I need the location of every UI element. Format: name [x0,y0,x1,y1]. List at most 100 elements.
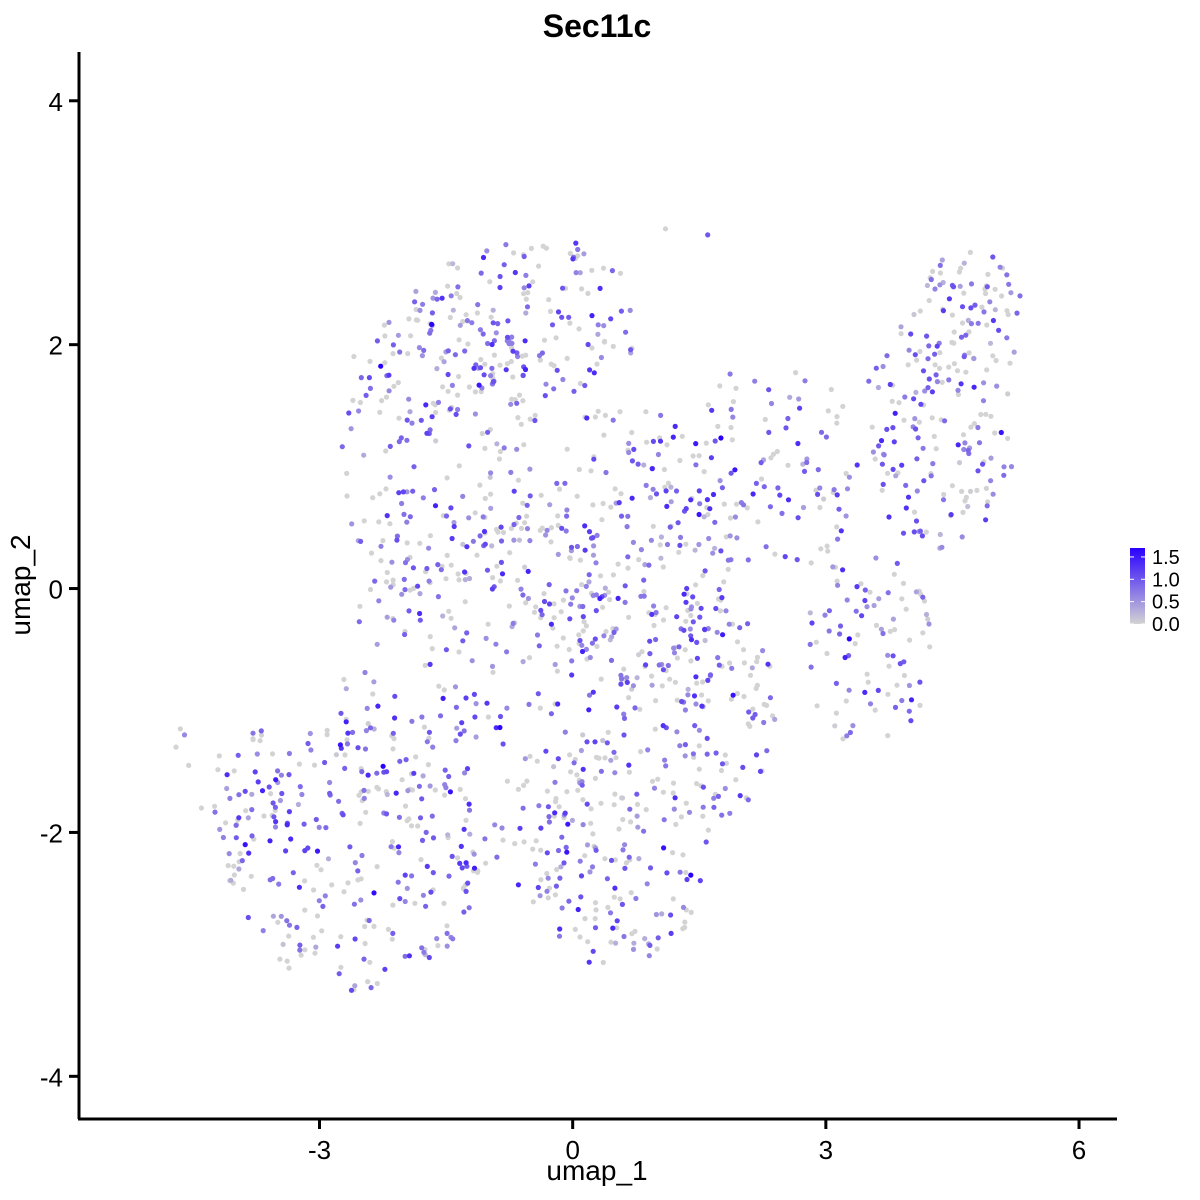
cell-point [498,524,504,530]
cell-point [705,677,711,684]
cell-point [834,492,840,498]
cell-point [696,511,702,518]
cell-point [520,805,526,811]
cell-point [898,324,904,330]
cell-point [930,268,936,274]
cell-point [276,881,282,887]
cell-point [259,788,266,794]
cell-point [424,430,430,436]
cell-point [903,606,909,612]
cell-point [926,297,932,304]
cell-point [696,453,702,459]
cell-point [1011,349,1017,355]
cell-point [647,495,654,501]
cell-point [337,742,343,748]
cell-point [493,330,499,336]
cell-point [564,849,570,855]
cell-point [623,329,629,335]
cell-point [358,897,364,903]
cell-point [277,797,283,804]
cell-point [850,723,856,729]
cell-point [548,539,554,545]
cell-point [419,796,425,802]
cell-point [381,322,387,328]
cell-point [914,456,920,462]
cell-point [592,414,599,420]
cell-point [573,240,579,246]
cell-point [617,270,624,276]
cell-point [362,940,368,947]
cell-point [914,357,920,363]
cell-point [407,514,413,520]
cell-point [466,807,473,813]
cell-point [680,852,686,858]
cell-point [367,959,373,965]
cell-point [838,528,844,534]
cell-point [471,851,477,857]
cell-point [668,930,674,937]
cell-point [623,860,630,866]
cell-point [730,399,737,405]
cell-point [503,367,509,373]
cell-point [358,375,364,381]
cell-point [965,447,971,453]
cell-point [692,547,698,553]
cell-point [971,355,977,362]
cell-point [555,309,562,315]
cell-point [497,578,503,584]
cell-point [584,801,590,807]
cell-point [694,655,701,661]
cell-point [595,408,601,414]
cell-point [764,748,770,754]
cell-point [903,482,909,488]
cell-point [636,652,642,658]
cell-point [649,466,655,472]
cell-point [672,423,678,429]
cell-point [335,943,341,949]
cell-point [500,837,506,843]
cell-point [642,562,648,568]
cell-point [231,768,237,774]
cell-point [937,531,943,538]
cell-point [690,453,696,459]
cell-point [968,321,975,327]
cell-point [843,470,849,477]
cell-point [643,409,649,415]
cell-point [546,819,553,825]
cell-point [483,635,489,642]
cell-point [357,820,363,827]
cell-point [600,959,606,966]
cell-point [402,898,408,905]
cell-point [449,853,455,860]
cell-point [521,839,527,845]
cell-point [586,572,592,578]
cell-point [552,661,558,668]
cell-point [940,308,947,314]
cell-point [473,701,479,707]
cell-point [632,928,638,935]
cell-point [730,414,736,420]
cell-point [472,714,478,720]
cell-point [956,269,963,275]
cell-point [612,885,618,891]
cell-point [297,942,303,948]
cell-point [589,345,595,351]
cell-point [362,923,368,930]
cell-point [389,839,395,845]
cell-point [295,801,301,808]
cell-point [395,844,402,850]
cell-point [407,587,413,593]
cell-point [613,755,619,761]
cell-point [579,582,585,588]
cell-point [484,567,491,573]
cell-point [592,916,598,922]
cell-point [410,565,416,571]
cell-point [988,413,994,419]
cell-point [958,381,964,387]
cell-point [464,630,470,636]
colorbar-tick-label: 1.0 [1152,569,1180,591]
cell-point [862,689,868,696]
cell-point [389,559,395,565]
cell-point [716,662,722,668]
cell-point [1004,272,1010,278]
